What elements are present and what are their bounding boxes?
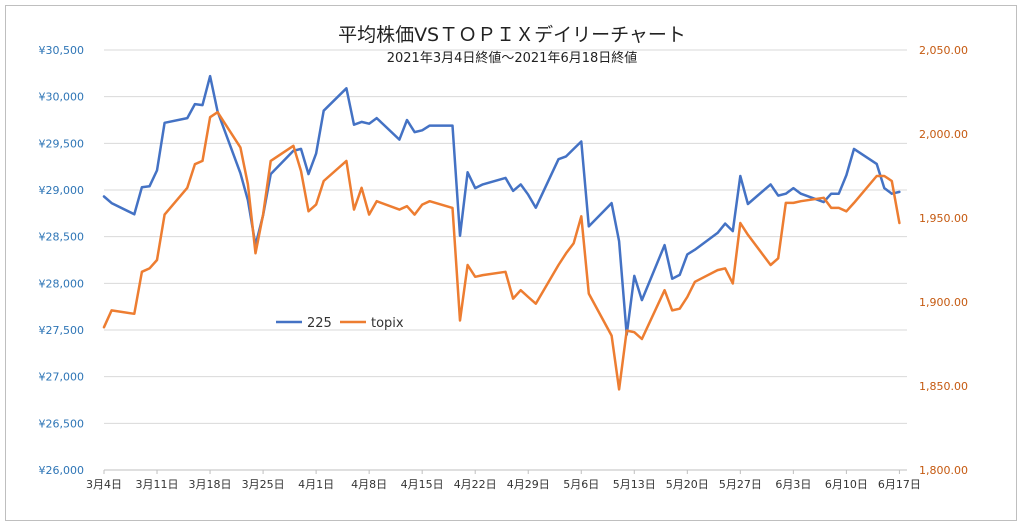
x-tick-label: 4月22日 <box>454 478 497 491</box>
x-tick-label: 4月1日 <box>298 478 334 491</box>
chart-subtitle: 2021年3月4日終値～2021年6月18日終値 <box>386 51 638 66</box>
y-right-tick-label: 2,050.00 <box>919 44 968 57</box>
series-lines <box>102 74 901 391</box>
y-left-tick-label: ¥29,500 <box>39 137 85 150</box>
x-tick-label: 5月13日 <box>613 478 656 491</box>
y-left-tick-label: ¥27,000 <box>39 371 85 384</box>
y-right-tick-label: 2,000.00 <box>919 128 968 141</box>
gridlines <box>104 49 907 471</box>
x-tick-label: 6月3日 <box>775 478 811 491</box>
y-right-tick-label: 1,900.00 <box>919 296 968 309</box>
y-right-tick-label: 1,950.00 <box>919 212 968 225</box>
y-left-tick-label: ¥27,500 <box>39 324 85 337</box>
chart-title: 平均株価VSＴＯＰＩＸデイリーチャート <box>338 24 686 46</box>
x-tick-label: 4月8日 <box>351 478 387 491</box>
y-left-tick-label: ¥28,000 <box>39 277 85 290</box>
x-tick-label: 3月4日 <box>86 478 122 491</box>
y-left-tick-label: ¥29,000 <box>39 184 85 197</box>
x-tick-label: 5月6日 <box>563 478 599 491</box>
x-tick-label: 5月20日 <box>666 478 709 491</box>
left-axis-ticks: ¥26,000 ¥26,500 ¥27,000 ¥27,500 ¥28,000 ¥28,5… <box>39 44 85 477</box>
series-line-topix <box>102 110 901 391</box>
x-tick-label: 4月15日 <box>401 478 444 491</box>
x-tick-label: 3月18日 <box>189 478 232 491</box>
x-tick-label: 4月29日 <box>507 478 550 491</box>
legend-label-topix: topix <box>371 316 404 331</box>
y-left-tick-label: ¥28,500 <box>39 231 85 244</box>
x-axis: 3月4日 3月11日 3月18日 3月25日 4月1日 4月8日 4月15日 4月22日 4月2… <box>86 469 921 491</box>
right-axis-ticks: 1,800.00 1,850.00 1,900.00 1,950.00 2,000.00… <box>919 44 968 477</box>
y-left-tick-label: ¥26,500 <box>39 417 85 430</box>
series-line-225 <box>102 74 901 336</box>
x-tick-label: 5月27日 <box>719 478 762 491</box>
legend: 225 topix <box>276 316 404 331</box>
y-right-tick-label: 1,850.00 <box>919 380 968 393</box>
y-left-tick-label: ¥30,000 <box>39 91 85 104</box>
x-tick-label: 3月25日 <box>242 478 285 491</box>
x-tick-label: 6月17日 <box>878 478 921 491</box>
y-left-tick-label: ¥30,500 <box>39 44 85 57</box>
chart-frame <box>5 5 1017 521</box>
y-right-tick-label: 1,800.00 <box>919 464 968 477</box>
x-tick-label: 6月10日 <box>825 478 868 491</box>
x-tick-label: 3月11日 <box>136 478 179 491</box>
y-left-tick-label: ¥26,000 <box>39 464 85 477</box>
legend-label-225: 225 <box>307 316 332 331</box>
